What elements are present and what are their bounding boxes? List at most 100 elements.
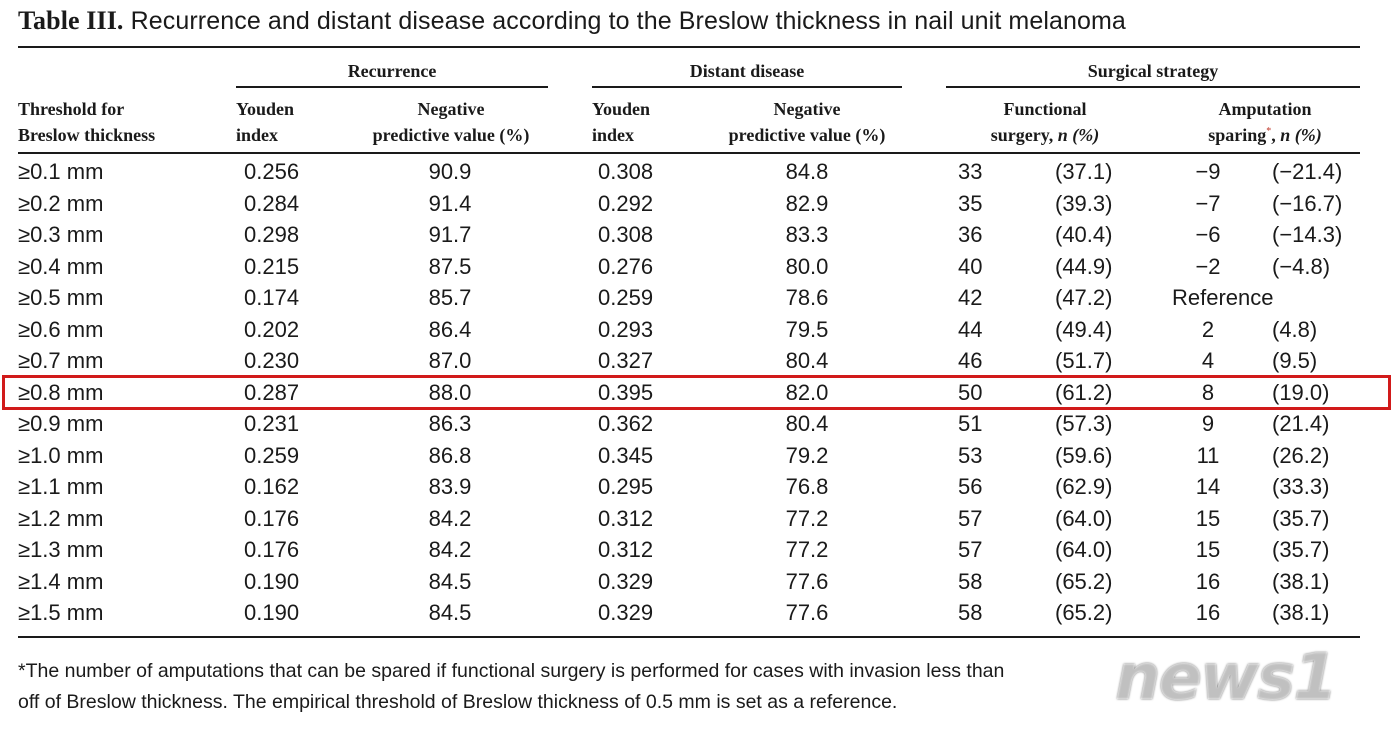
cell-distant-youden: 0.362 [598,411,654,436]
bottom-rule [18,636,1360,638]
cell-distant-npv: 82.9 [785,190,829,216]
cell-recurrence-youden: 0.231 [244,411,300,436]
table-row: ≥0.6 mm 0.202 86.4 0.293 79.5 44 (49.4) 2 (4.8) [0,314,1400,346]
cell-functional-pct: (47.2) [1055,285,1113,310]
cell-recurrence-youden: 0.256 [244,159,300,184]
col-header-amputation-sparing: Amputation sparing*, n (%) [1208,99,1322,145]
cell-recurrence-youden: 0.176 [244,537,300,562]
cell-amputation-n: 16 [1195,568,1221,594]
cell-distant-npv: 79.5 [785,316,829,342]
header-rule [18,152,1360,154]
cell-distant-youden: 0.312 [598,505,654,531]
footnote-line-1: *The number of amputations that can be s… [18,660,1005,682]
footnote-line-2: off of Breslow thickness. The empirical … [18,691,898,713]
cell-amputation-n: 4 [1201,348,1215,373]
cell-recurrence-npv: 83.9 [428,474,472,499]
cell-distant-npv: 78.6 [785,285,829,310]
cell-functional-n: 40 [958,253,983,279]
cell-recurrence-youden: 0.190 [244,600,300,625]
cell-amputation-pct: (38.1) [1272,600,1330,625]
cell-distant-npv: 83.3 [785,222,829,247]
col-header-recurrence-npv: Negative predictive value (%) [372,99,530,145]
cell-functional-n: 33 [958,159,983,184]
cell-threshold: ≥0.4 mm [18,253,104,279]
cell-distant-youden: 0.308 [598,222,654,247]
top-rule [18,46,1360,48]
watermark-logo: news1 [1115,641,1338,715]
cell-recurrence-npv: 87.5 [428,253,472,279]
cell-threshold: ≥1.0 mm [18,442,104,468]
table-row: ≥0.2 mm 0.284 91.4 0.292 82.9 35 (39.3) −7 (−16.… [0,188,1400,220]
cell-amputation-n: 16 [1195,600,1221,625]
cell-threshold: ≥0.3 mm [18,222,104,247]
group-header-recurrence: Recurrence [347,61,437,81]
cell-amputation-n: −9 [1195,159,1221,184]
table-row: ≥1.4 mm 0.190 84.5 0.329 77.6 58 (65.2) 16 (38.1… [0,566,1400,598]
cell-functional-pct: (64.0) [1055,505,1113,531]
cell-amputation-pct: (35.7) [1272,537,1330,562]
cell-functional-n: 57 [958,537,983,562]
cell-functional-pct: (61.2) [1055,379,1113,405]
cell-recurrence-youden: 0.176 [244,505,300,531]
cell-distant-npv: 80.4 [785,348,829,373]
cell-amputation-pct: (26.2) [1272,442,1330,468]
cell-distant-npv: 77.2 [785,505,829,531]
cell-recurrence-youden: 0.230 [244,348,300,373]
group-rule-distant [592,86,902,88]
cell-amputation-pct: (21.4) [1272,411,1330,436]
cell-functional-pct: (62.9) [1055,474,1113,499]
cell-functional-n: 44 [958,316,983,342]
cell-recurrence-npv: 84.5 [428,568,472,594]
cell-amputation-n: 11 [1196,442,1220,468]
cell-functional-pct: (65.2) [1055,600,1113,625]
cell-amputation-n: −2 [1195,253,1221,279]
cell-distant-youden: 0.395 [598,379,654,405]
cell-recurrence-npv: 86.4 [428,316,472,342]
cell-threshold: ≥1.4 mm [18,568,104,594]
cell-recurrence-npv: 84.2 [428,537,472,562]
cell-recurrence-youden: 0.190 [244,568,300,594]
table-row: ≥1.2 mm 0.176 84.2 0.312 77.2 57 (64.0) 15 (35.7… [0,503,1400,535]
table-row: ≥1.0 mm 0.259 86.8 0.345 79.2 53 (59.6) 11 (26.2… [0,440,1400,472]
cell-recurrence-youden: 0.215 [244,253,300,279]
cell-amputation-pct: (19.0) [1272,379,1330,405]
cell-distant-youden: 0.276 [598,253,654,279]
cell-distant-youden: 0.329 [598,600,654,625]
cell-amputation-n: −7 [1195,190,1221,216]
cell-amputation-pct: (−4.8) [1272,253,1331,279]
cell-functional-pct: (37.1) [1055,159,1113,184]
col-header-recurrence-youden: Youden index [236,99,295,145]
cell-amputation-n: 15 [1195,505,1221,531]
cell-recurrence-youden: 0.162 [244,474,300,499]
cell-distant-youden: 0.327 [598,348,654,373]
cell-amputation-pct: (33.3) [1272,474,1330,499]
cell-amputation-pct: (−14.3) [1272,222,1343,247]
cell-amputation-n: 14 [1195,474,1221,499]
cell-recurrence-youden: 0.259 [244,442,300,468]
cell-functional-pct: (51.7) [1055,348,1113,373]
cell-recurrence-npv: 84.5 [428,600,472,625]
cell-distant-npv: 84.8 [785,159,829,184]
cell-functional-n: 35 [958,190,983,216]
cell-recurrence-npv: 87.0 [428,348,472,373]
cell-distant-npv: 76.8 [785,474,829,499]
cell-distant-npv: 82.0 [785,379,829,405]
cell-distant-youden: 0.312 [598,537,654,562]
table-row: ≥0.9 mm 0.231 86.3 0.362 80.4 51 (57.3) 9 (21.4) [0,408,1400,440]
group-rule-surgical [946,86,1360,88]
cell-amputation-n: −6 [1195,222,1221,247]
cell-amputation-n: 9 [1201,411,1215,436]
cell-distant-npv: 77.6 [785,568,829,594]
cell-recurrence-youden: 0.174 [244,285,300,310]
group-header-distant: Distant disease [689,61,805,81]
table-row: ≥1.5 mm 0.190 84.5 0.329 77.6 58 (65.2) 16 (38.1… [0,597,1400,629]
cell-recurrence-npv: 86.8 [428,442,472,468]
table-caption: Recurrence and distant disease according… [130,7,1126,35]
cell-distant-youden: 0.293 [598,316,654,342]
cell-functional-pct: (65.2) [1055,568,1113,594]
cell-distant-youden: 0.295 [598,474,654,499]
cell-recurrence-npv: 91.7 [428,222,472,247]
cell-functional-pct: (40.4) [1055,222,1113,247]
highlight-box [2,375,1391,410]
cell-recurrence-npv: 86.3 [428,411,472,436]
